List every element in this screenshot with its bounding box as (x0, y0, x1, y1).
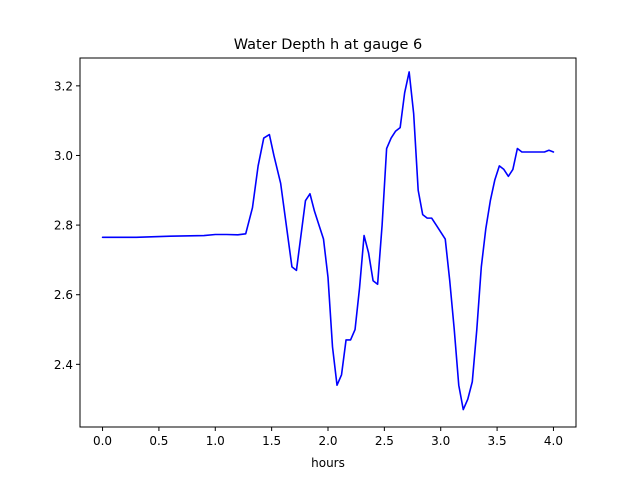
chart-title: Water Depth h at gauge 6 (234, 37, 422, 53)
x-tick-label: 3.5 (488, 434, 507, 448)
x-tick-label: 0.0 (93, 434, 112, 448)
x-tick-label: 1.0 (206, 434, 225, 448)
x-tick-label: 2.5 (375, 434, 394, 448)
x-tick-label: 2.0 (318, 434, 337, 448)
y-tick-label: 2.4 (54, 358, 73, 372)
y-tick-label: 2.6 (54, 288, 73, 302)
plot-area (101, 71, 555, 411)
series-line-0 (101, 71, 555, 411)
y-tick-label: 3.0 (54, 149, 73, 163)
x-tick-label: 1.5 (262, 434, 281, 448)
x-axis-label: hours (311, 456, 345, 470)
x-axis: 0.0 0.5 1.0 1.5 2.0 2.5 3.0 3.5 4.0 (93, 427, 563, 448)
y-tick-label: 3.2 (54, 79, 73, 93)
x-tick-label: 4.0 (544, 434, 563, 448)
x-tick-label: 0.5 (149, 434, 168, 448)
x-tick-label: 3.0 (431, 434, 450, 448)
y-axis: 2.4 2.6 2.8 3.0 3.2 (54, 79, 80, 372)
y-tick-label: 2.8 (54, 219, 73, 233)
